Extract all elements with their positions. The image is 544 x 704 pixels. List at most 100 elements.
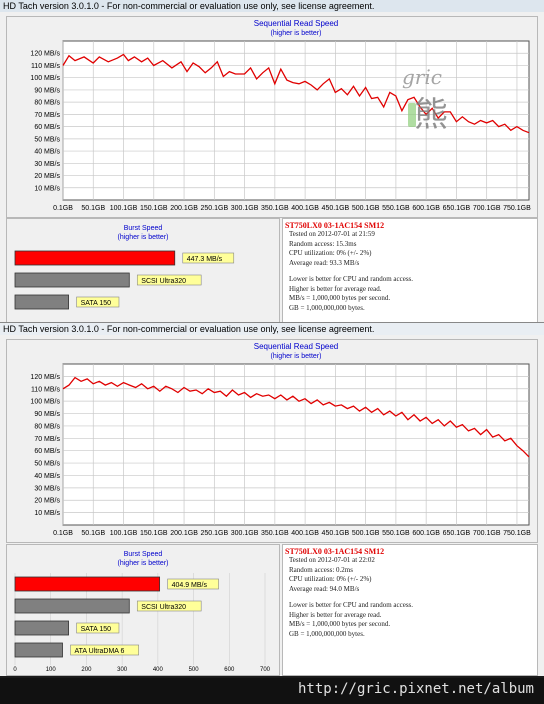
window-title: HD Tach version 3.0.1.0 - For non-commer…: [0, 0, 544, 12]
plot-area: [62, 40, 530, 201]
album-url: http://gric.pixnet.net/album: [297, 681, 534, 697]
x-tick-label: 550.1GB: [382, 205, 410, 212]
burst-subtitle: (higher is better): [118, 560, 169, 567]
burst-x-tick-label: 100: [46, 667, 57, 673]
legend-note: GB = 1,000,000,000 bytes.: [289, 629, 365, 638]
burst-subtitle: (higher is better): [118, 234, 169, 241]
sequential-read-panel: Sequential Read Speed (higher is better) 1…: [6, 16, 538, 218]
burst-label-box: [76, 296, 120, 308]
y-tick-label: 100 MB/s: [30, 399, 60, 406]
burst-x-tick-label: 400: [153, 667, 164, 673]
legend-note: MB/s = 1,000,000 bytes per second.: [289, 620, 391, 628]
x-tick-label: 600.1GB: [412, 205, 440, 212]
y-tick-label: 100 MB/s: [30, 75, 60, 82]
drive-info-panel: ST750LX0 03-1AC154 SM12 Tested on 2012-0…: [282, 544, 538, 676]
burst-bar-label: 404.9 MB/s: [172, 582, 208, 589]
y-tick-label: 20 MB/s: [34, 498, 60, 505]
burst-x-tick-label: 600: [224, 667, 235, 673]
burst-speed-chart: Burst Speed (higher is better) 447.3 MB/s S…: [14, 225, 235, 310]
burst-reference-bar: [14, 598, 130, 614]
tested-date: Tested on 2012-07-01 at 21:59: [289, 230, 375, 238]
x-tick-label: 750.1GB: [503, 530, 531, 537]
read-speed-series-line: [62, 376, 530, 458]
x-tick-label: 650.1GB: [443, 205, 471, 212]
x-tick-label: 700.1GB: [473, 530, 501, 537]
random-access: Random access: 0.2ms: [289, 565, 353, 574]
drive-info-panel: ST750LX0 03-1AC154 SM12 Tested on 2012-0…: [282, 218, 538, 322]
burst-label-box: [167, 578, 219, 590]
drive-name: ST750LX0 03-1AC154 SM12: [285, 221, 385, 230]
y-tick-label: 110 MB/s: [31, 63, 61, 70]
x-tick-label: 650.1GB: [443, 530, 471, 537]
legend-note: MB/s = 1,000,000 bytes per second.: [289, 294, 391, 302]
footer-bar: http://gric.pixnet.net/album: [0, 678, 544, 704]
chart-title: Sequential Read Speed: [254, 19, 339, 28]
burst-reference-bar: [14, 642, 63, 658]
x-tick-label: 50.1GB: [81, 530, 105, 537]
x-tick-label: 700.1GB: [473, 205, 501, 212]
burst-bar-label: SCSI Ultra320: [141, 278, 186, 285]
burst-x-tick-label: 500: [189, 667, 200, 673]
burst-bar-label: SCSI Ultra320: [141, 604, 186, 611]
x-tick-label: 550.1GB: [382, 530, 410, 537]
x-tick-label: 200.1GB: [170, 530, 198, 537]
burst-title: Burst Speed: [124, 225, 163, 232]
burst-measured-bar: [14, 576, 161, 592]
x-tick-label: 200.1GB: [170, 205, 198, 212]
x-tick-label: 150.1GB: [140, 205, 168, 212]
y-tick-label: 80 MB/s: [34, 100, 60, 107]
random-access: Random access: 15.3ms: [289, 239, 357, 248]
burst-x-tick-label: 200: [81, 667, 92, 673]
y-tick-label: 30 MB/s: [34, 485, 60, 492]
burst-bar-label: ATA UltraDMA 6: [75, 648, 125, 655]
x-tick-label: 450.1GB: [322, 530, 350, 537]
legend-note: Lower is better for CPU and random acces…: [289, 275, 414, 283]
x-tick-label: 400.1GB: [291, 205, 319, 212]
burst-speed-panel: Burst Speed (higher is better) 447.3 MB/s S…: [6, 218, 280, 322]
burst-reference-bar: [14, 620, 69, 636]
burst-label-box: [136, 274, 202, 286]
x-tick-label: 350.1GB: [261, 530, 289, 537]
y-tick-label: 40 MB/s: [34, 473, 60, 480]
y-tick-label: 50 MB/s: [34, 136, 60, 143]
x-tick-label: 0.1GB: [53, 530, 73, 537]
y-tick-label: 120 MB/s: [30, 51, 60, 58]
hdtach-window-2: HD Tach version 3.0.1.0 - For non-commer…: [0, 322, 544, 676]
y-tick-label: 110 MB/s: [31, 386, 61, 393]
read-speed-series-line: [62, 53, 530, 134]
x-tick-label: 150.1GB: [140, 530, 168, 537]
drive-name: ST750LX0 03-1AC154 SM12: [285, 547, 385, 556]
y-tick-label: 90 MB/s: [34, 87, 60, 94]
y-tick-label: 80 MB/s: [34, 423, 60, 430]
watermark-leaf: [408, 103, 416, 127]
x-tick-label: 250.1GB: [200, 205, 228, 212]
sequential-read-panel: Sequential Read Speed (higher is better) 1…: [6, 339, 538, 543]
average-read: Average read: 93.3 MB/s: [289, 258, 360, 267]
hdtach-window-1: HD Tach version 3.0.1.0 - For non-commer…: [0, 0, 544, 322]
burst-label-box: [70, 644, 139, 656]
x-tick-label: 450.1GB: [322, 205, 350, 212]
burst-bar-label: 447.3 MB/s: [187, 256, 223, 263]
burst-speed-chart: Burst Speed (higher is better) 0 100 200 300 4…: [13, 551, 271, 673]
x-tick-label: 100.1GB: [110, 205, 138, 212]
burst-x-tick-label: 700: [260, 667, 271, 673]
y-tick-label: 40 MB/s: [34, 149, 60, 156]
legend-note: Higher is better for average read.: [289, 610, 382, 619]
y-tick-label: 70 MB/s: [34, 112, 60, 119]
burst-title: Burst Speed: [124, 551, 163, 558]
y-tick-label: 30 MB/s: [34, 161, 60, 168]
legend-note: Higher is better for average read.: [289, 284, 382, 293]
burst-speed-panel: Burst Speed (higher is better) 0 100 200 300 4…: [6, 544, 280, 676]
x-tick-label: 600.1GB: [412, 530, 440, 537]
y-tick-label: 10 MB/s: [34, 510, 60, 517]
y-tick-label: 10 MB/s: [34, 185, 60, 192]
average-read: Average read: 94.0 MB/s: [289, 584, 360, 593]
burst-bar-label: SATA 150: [81, 300, 112, 307]
x-tick-label: 50.1GB: [81, 205, 105, 212]
y-tick-label: 20 MB/s: [34, 173, 60, 180]
burst-x-tick-label: 0: [13, 667, 17, 673]
chart-subtitle: (higher is better): [271, 353, 322, 360]
watermark-text: gric: [402, 65, 442, 89]
y-tick-label: 60 MB/s: [34, 448, 60, 455]
burst-measured-bar: [14, 250, 176, 266]
